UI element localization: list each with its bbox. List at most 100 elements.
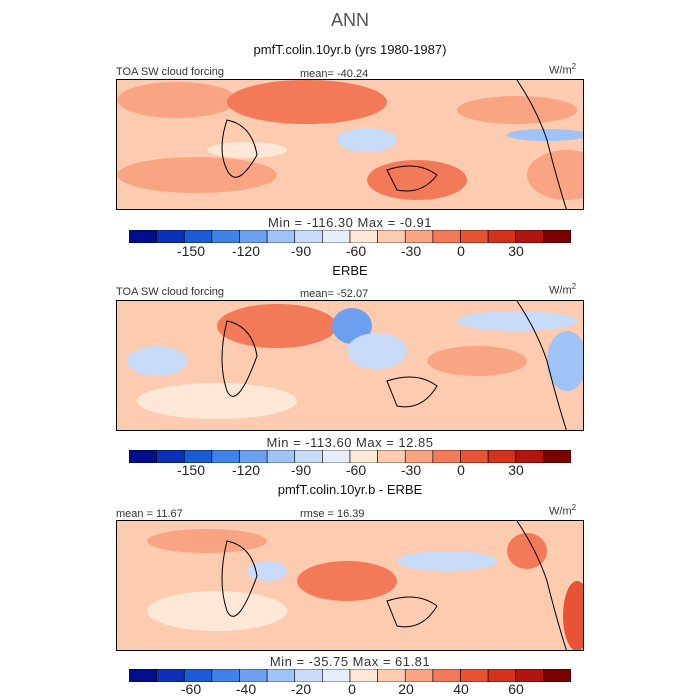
- panel-3-title: pmfT.colin.10yr.b - ERBE: [277, 482, 423, 497]
- colorbar-2-swatch-1: [128, 449, 157, 464]
- panel-2-coast-australia: [386, 376, 438, 408]
- panel-2-map: [116, 300, 584, 431]
- panel-2-tick-5: -30: [400, 462, 422, 478]
- panel-1-region-indian-ocean: [337, 128, 397, 152]
- panel-2-tick-1: -150: [176, 462, 206, 478]
- panel-1-tick-4: -60: [345, 243, 367, 259]
- panel-2-tick-6: 0: [457, 462, 465, 478]
- panel-1-field-label: TOA SW cloud forcing: [116, 66, 225, 78]
- panel-3-map: [116, 520, 584, 651]
- colorbar-1-swatch-15: [515, 229, 544, 244]
- panel-1-units-base: W/m: [549, 64, 572, 77]
- colorbar-svg-2: [128, 449, 572, 464]
- colorbar-svg-1: [128, 229, 572, 244]
- colorbar-1-swatch-11: [404, 229, 434, 244]
- colorbar-2-swatch-16: [543, 449, 572, 464]
- panel-2-region-sahara: [217, 304, 337, 348]
- panel-1-tick-2: -120: [231, 243, 261, 259]
- panel-2-region-south-america: [547, 331, 583, 391]
- panel-1-coast-australia: [386, 165, 438, 192]
- panel-3-units: W/m2: [549, 503, 576, 518]
- panel-3-tick-3: -20: [290, 681, 312, 697]
- panel-3-region-indian-ocean: [297, 561, 397, 601]
- panel-2-region-south-asia: [332, 308, 372, 344]
- panel-1-region-equator: [207, 142, 287, 158]
- colorbar-1-swatch-2: [156, 229, 185, 244]
- panel-3-tick-2: -40: [235, 681, 257, 697]
- panel-1-colorbar: [128, 229, 572, 244]
- panel-1-region-australia: [367, 160, 467, 200]
- panel-2-tick-7: 30: [508, 462, 524, 478]
- panel-3-tick-4: 0: [348, 681, 356, 697]
- panel-1-mean-label: mean= -40.24: [300, 68, 369, 80]
- colorbar-3-swatch-8: [322, 668, 351, 683]
- panel-2-colorbar: [128, 449, 572, 464]
- panel-2-region-west: [127, 346, 187, 376]
- panel-1-title: pmfT.colin.10yr.b (yrs 1980-1987): [253, 42, 447, 57]
- panel-2-tick-3: -90: [290, 462, 312, 478]
- colorbar-1-swatch-1: [128, 229, 157, 244]
- panel-3-mean-label: mean = 11.67: [116, 508, 183, 520]
- panel-1-units-exponent: 2: [571, 62, 577, 71]
- panel-1-region-atlantic: [457, 96, 577, 124]
- panel-3-region-south: [147, 591, 287, 631]
- panel-3-coast-americas: [516, 521, 567, 650]
- panel-2-minmax: Min = -113.60 Max = 12.85: [266, 435, 434, 450]
- panel-2-tick-2: -120: [231, 462, 261, 478]
- panel-3-tick-1: -60: [180, 681, 202, 697]
- panel-3-tick-7: 60: [508, 681, 524, 697]
- panel-3-region-africa: [247, 561, 287, 581]
- panel-3-tick-6: 40: [453, 681, 469, 697]
- panel-1-map-svg: [117, 80, 583, 209]
- panel-1-region-sahara: [227, 80, 387, 124]
- colorbar-3-swatch-1: [128, 668, 157, 683]
- panel-1-tick-6: 0: [457, 243, 465, 259]
- panel-3-region-north: [147, 529, 267, 553]
- panel-3-region-peru: [563, 581, 583, 650]
- panel-2-mean-label: mean= -52.07: [300, 288, 369, 300]
- panel-2-tick-4: -60: [345, 462, 367, 478]
- panel-1-tick-1: -150: [176, 243, 206, 259]
- panel-3-coast-africa: [221, 540, 258, 617]
- panel-2-map-svg: [117, 301, 583, 430]
- panel-2-units-exponent: 2: [571, 282, 577, 291]
- panel-2-title: ERBE: [332, 263, 368, 278]
- colorbar-1-swatch-10: [377, 229, 406, 244]
- panel-1-coast-americas: [516, 80, 567, 209]
- panel-3-units-base: W/m: [549, 505, 572, 518]
- panel-3-rmse-label: rmse = 16.39: [300, 508, 365, 520]
- panel-3-region-central-pacific: [397, 551, 497, 571]
- panel-1-region-east-pacific: [527, 150, 583, 200]
- panel-1-coast-africa: [221, 119, 258, 178]
- panel-1-units: W/m2: [549, 62, 576, 77]
- panel-2-region-south: [137, 383, 297, 419]
- colorbar-3-swatch-16: [543, 668, 572, 683]
- colorbar-1-swatch-12: [432, 229, 461, 244]
- panel-2-region-pacific: [427, 346, 527, 376]
- panel-1-map: [116, 79, 584, 210]
- panel-1-region-south-pacific: [117, 157, 277, 193]
- panel-3-coast-australia: [386, 596, 438, 628]
- panel-3-colorbar: [128, 668, 572, 683]
- panel-1-tick-5: -30: [400, 243, 422, 259]
- colorbar-1-swatch-7: [294, 229, 323, 244]
- colorbar-1-swatch-6: [266, 229, 296, 244]
- panel-2-region-north-atlantic: [457, 311, 577, 331]
- panel-1-tick-3: -90: [290, 243, 312, 259]
- colorbar-1-swatch-3: [183, 229, 213, 244]
- panel-3-units-exponent: 2: [571, 503, 577, 512]
- colorbar-1-swatch-16: [543, 229, 572, 244]
- panel-3-region-north-america: [507, 533, 547, 569]
- panel-1-region-north-pacific: [117, 82, 237, 118]
- colorbar-1-swatch-5: [239, 229, 268, 244]
- panel-2-field-label: TOA SW cloud forcing: [116, 286, 225, 298]
- panel-1-minmax: Min = -116.30 Max = -0.91: [267, 215, 432, 230]
- colorbar-1-swatch-9: [349, 229, 378, 244]
- panel-2-region-maritime: [347, 333, 407, 369]
- panel-3-tick-5: 20: [398, 681, 414, 697]
- colorbar-1-swatch-8: [322, 229, 351, 244]
- colorbar-1-swatch-4: [211, 229, 240, 244]
- colorbar-1-swatch-13: [460, 229, 489, 244]
- panel-2-coast-americas: [516, 301, 567, 430]
- panel-3-minmax: Min = -35.75 Max = 61.81: [269, 654, 431, 669]
